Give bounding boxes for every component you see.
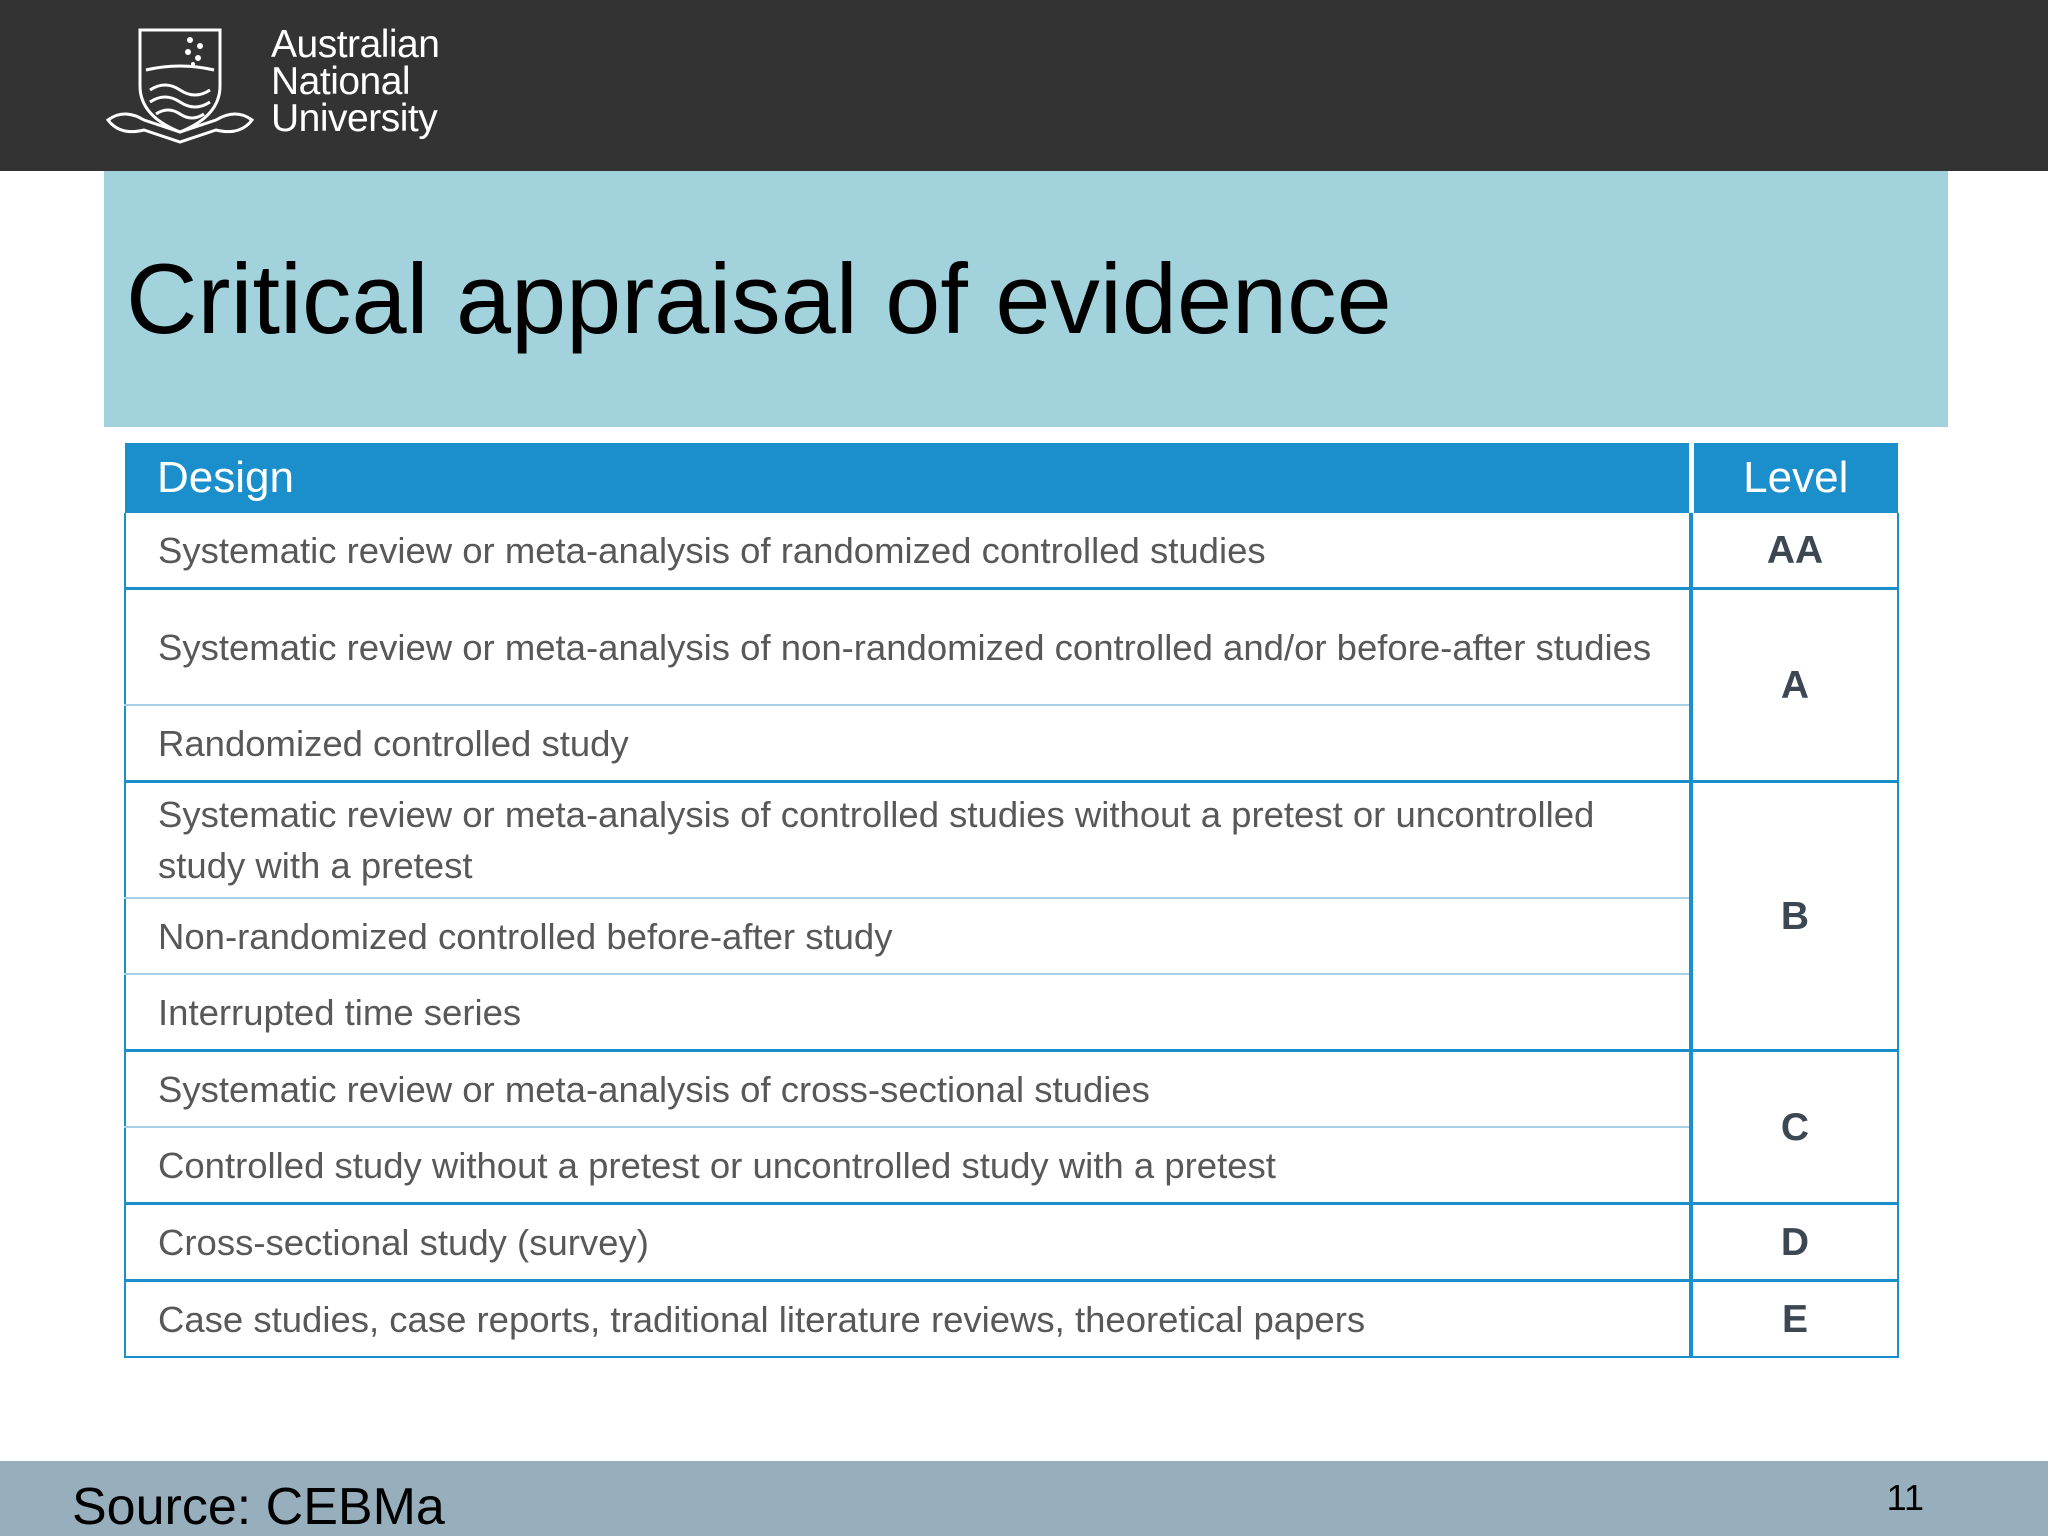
design-cell: Non-randomized controlled before-after s… bbox=[124, 898, 1693, 975]
level-cell: B bbox=[1691, 781, 1899, 1052]
table-row: Systematic review or meta-analysis of no… bbox=[124, 588, 1899, 783]
table-row: Systematic review or meta-analysis of co… bbox=[124, 781, 1899, 1052]
university-name: Australian National University bbox=[271, 23, 440, 140]
design-cell: Case studies, case reports, traditional … bbox=[124, 1280, 1693, 1358]
design-cell: Systematic review or meta-analysis of cr… bbox=[124, 1050, 1693, 1128]
table-row: Randomized controlled study bbox=[124, 705, 1898, 783]
design-cell: Controlled study without a pretest or un… bbox=[124, 1127, 1693, 1205]
page-number: 11 bbox=[1886, 1477, 1924, 1518]
table-row: Interrupted time series bbox=[124, 974, 1898, 1052]
evidence-table-container: Design Level Systematic review or meta-a… bbox=[124, 443, 1899, 1358]
source-citation: Source: CEBMa bbox=[72, 1478, 445, 1536]
design-column-header: Design bbox=[125, 443, 1694, 513]
level-cell: D bbox=[1691, 1203, 1899, 1282]
design-cell: Interrupted time series bbox=[124, 974, 1693, 1052]
table-row: Systematic review or meta-analysis of cr… bbox=[124, 1050, 1899, 1205]
university-name-line-3: University bbox=[271, 97, 438, 140]
university-name-line-1: Australian bbox=[271, 23, 440, 66]
design-cell: Systematic review or meta-analysis of ra… bbox=[124, 513, 1693, 590]
design-cell: Randomized controlled study bbox=[124, 705, 1693, 783]
footer-bar: Source: CEBMa 11 bbox=[0, 1461, 2048, 1536]
table-row: Case studies, case reports, traditional … bbox=[124, 1280, 1899, 1358]
table-row: Cross-sectional study (survey) D bbox=[124, 1203, 1899, 1282]
level-cell: E bbox=[1691, 1280, 1899, 1358]
table-row: Controlled study without a pretest or un… bbox=[124, 1127, 1898, 1205]
design-cell: Cross-sectional study (survey) bbox=[124, 1203, 1693, 1282]
level-cell: A bbox=[1691, 588, 1899, 783]
university-name-line-2: National bbox=[271, 60, 411, 103]
slide-title: Critical appraisal of evidence bbox=[126, 243, 1392, 354]
header-bar: Australian National University bbox=[0, 0, 2048, 171]
table-row: Non-randomized controlled before-after s… bbox=[124, 898, 1898, 975]
anu-crest-logo bbox=[104, 24, 256, 146]
level-column-header: Level bbox=[1691, 443, 1898, 513]
table-header-row: Design Level bbox=[125, 443, 1898, 513]
table-row: Systematic review or meta-analysis of ra… bbox=[124, 513, 1899, 590]
crest-icon bbox=[105, 28, 255, 144]
level-cell: AA bbox=[1691, 513, 1899, 590]
title-band: Critical appraisal of evidence bbox=[104, 171, 1948, 427]
design-cell: Systematic review or meta-analysis of co… bbox=[124, 781, 1693, 899]
design-cell: Systematic review or meta-analysis of no… bbox=[124, 588, 1693, 706]
evidence-levels-table: Design Level Systematic review or meta-a… bbox=[124, 443, 1899, 1358]
level-cell: C bbox=[1691, 1050, 1899, 1205]
